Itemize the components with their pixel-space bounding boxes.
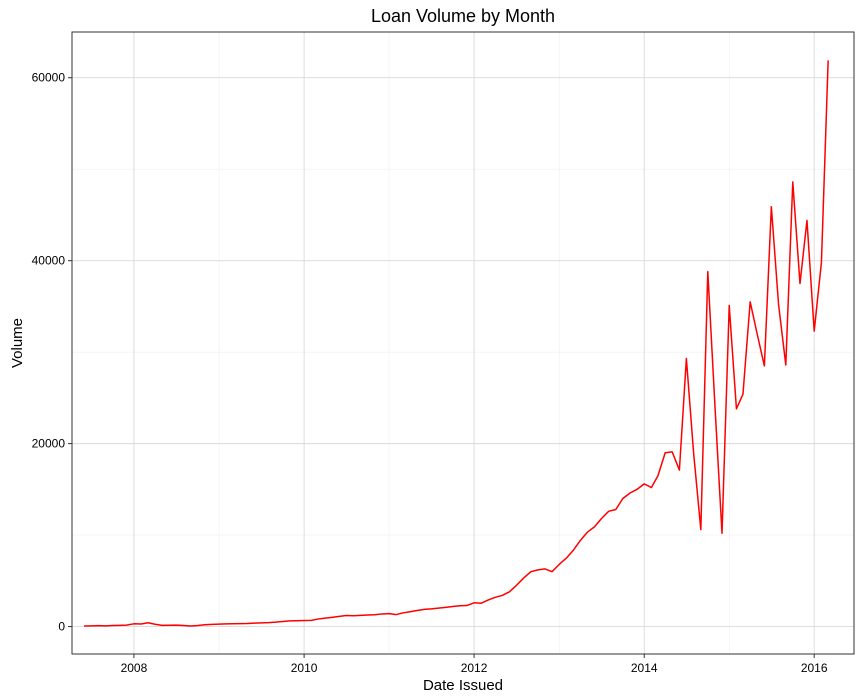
major-gridlines [72, 32, 854, 654]
x-tick-label: 2014 [631, 661, 658, 675]
y-tick-label: 20000 [32, 437, 66, 451]
x-tick-label: 2010 [291, 661, 318, 675]
y-tick-label: 0 [58, 620, 65, 634]
y-tick-label: 40000 [32, 254, 66, 268]
x-axis: 2008 2010 2012 2014 2016 [121, 654, 828, 675]
chart-title: Loan Volume by Month [371, 6, 555, 26]
x-tick-label: 2012 [461, 661, 488, 675]
y-axis-title: Volume [9, 318, 26, 368]
x-axis-title: Date Issued [423, 677, 503, 694]
y-axis: 0 20000 40000 60000 [32, 71, 72, 634]
loan-volume-line [84, 60, 829, 627]
x-tick-label: 2016 [801, 661, 828, 675]
minor-gridlines [72, 32, 854, 654]
x-tick-label: 2008 [121, 661, 148, 675]
panel-border [71, 31, 855, 655]
y-tick-label: 60000 [32, 71, 66, 85]
